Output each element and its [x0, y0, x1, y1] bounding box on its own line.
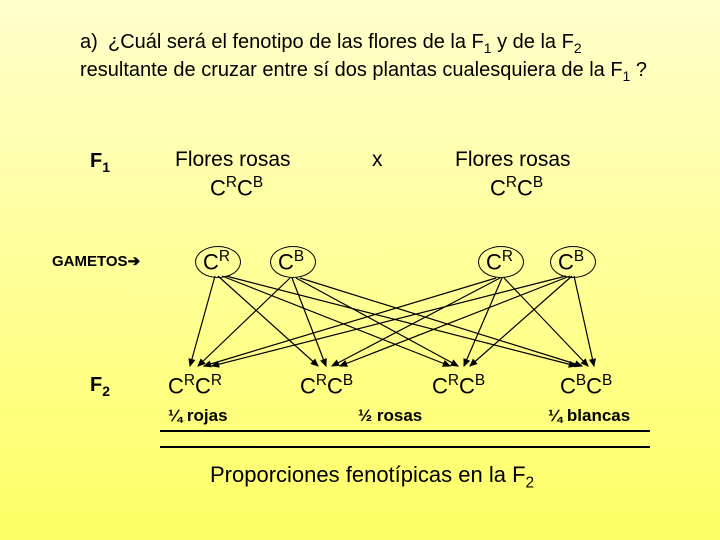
ratio-blancas: ¼ blancas: [548, 406, 630, 426]
hr-top: [160, 430, 650, 432]
f2-label: F2: [90, 374, 110, 399]
f2-genotype-1: CRCR: [168, 372, 222, 399]
ratio-rojas: ¼ rojas: [168, 406, 228, 426]
caption: Proporciones fenotípicas en la F2: [210, 462, 534, 492]
cross-lines: [0, 0, 720, 540]
ratio-rosas: ½ rosas: [358, 406, 422, 426]
f2-genotype-3: CRCB: [432, 372, 485, 399]
f2-genotype-2: CRCB: [300, 372, 353, 399]
f2-genotype-4: CBCB: [560, 372, 612, 399]
hr-bottom: [160, 446, 650, 448]
diagram-content: a)¿Cuál será el fenotipo de las flores d…: [0, 0, 720, 540]
